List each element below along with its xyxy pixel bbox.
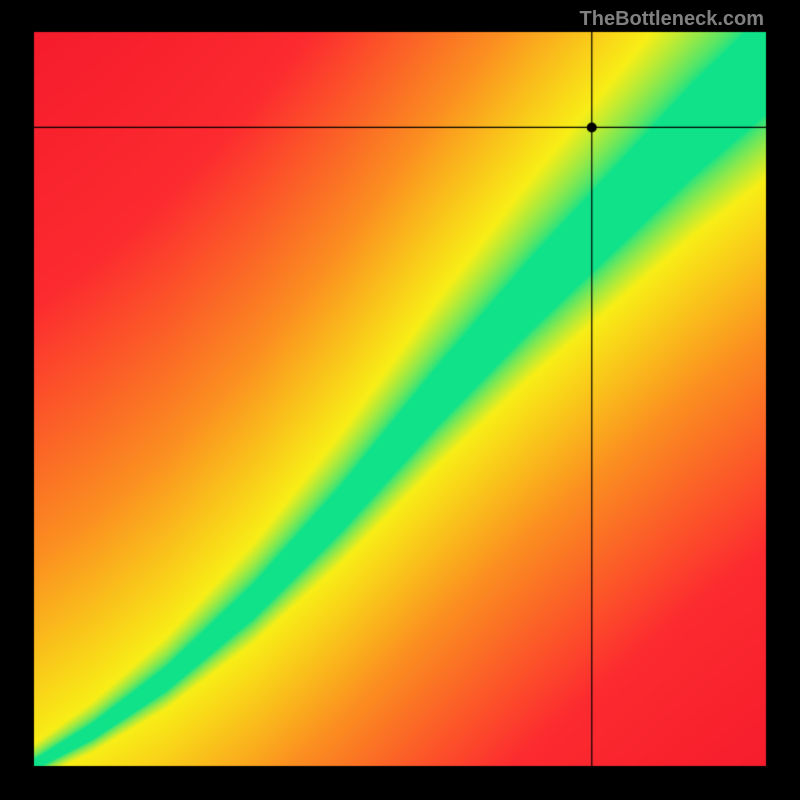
watermark-text: TheBottleneck.com: [580, 8, 764, 31]
chart-container: TheBottleneck.com: [0, 0, 800, 800]
bottleneck-heatmap: [0, 0, 800, 800]
